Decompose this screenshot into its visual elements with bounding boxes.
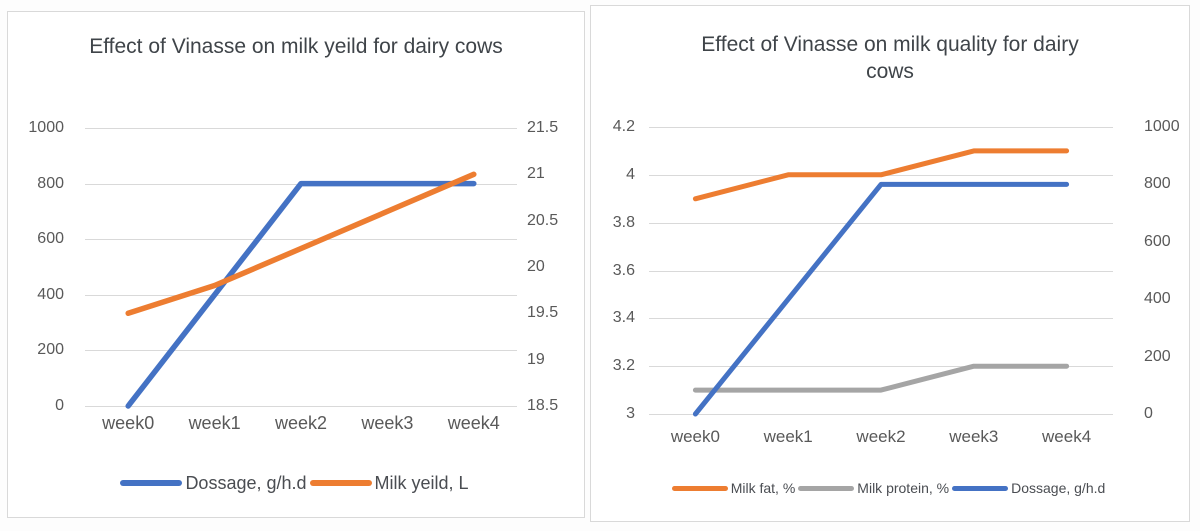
gridline: [649, 366, 1113, 368]
legend-swatch: [952, 485, 1009, 491]
legend-swatch: [798, 485, 855, 491]
y-axis-tick-left: 600: [37, 230, 64, 248]
gridline: [649, 270, 1113, 272]
milk-yield-chart-title: Effect of Vinasse on milk yeild for dair…: [89, 35, 503, 58]
y-axis-tick-left: 400: [37, 285, 64, 303]
y-axis-tick-left: 800: [37, 174, 64, 192]
gridline: [649, 222, 1113, 224]
y-axis-tick-right: 19: [527, 350, 545, 368]
y-axis-tick-right: 800: [1144, 175, 1171, 193]
series-line-dossage-g-h-d: [692, 181, 1070, 417]
y-axis-tick-right: 19.5: [527, 304, 559, 322]
x-axis-tick: week4: [447, 413, 500, 433]
y-axis-tick-right: 20: [527, 258, 545, 275]
y-axis-tick-right: 21.5: [527, 119, 559, 136]
legend-label: Milk yeild, L: [374, 472, 469, 493]
gridline: [649, 318, 1113, 320]
y-axis-tick-right: 600: [1144, 232, 1171, 250]
y-axis-tick-left: 0: [55, 397, 64, 414]
y-axis-tick-left: 1000: [28, 119, 64, 136]
y-axis-tick-left: 3.6: [612, 261, 635, 279]
milk-quality-chart-panel: Effect of Vinasse on milk quality for da…: [590, 5, 1190, 522]
gridline: [85, 128, 517, 129]
y-axis-tick-right: 200: [1144, 347, 1171, 365]
x-axis-tick: week3: [361, 413, 414, 433]
y-axis-tick-right: 1000: [1144, 118, 1180, 135]
y-axis-tick-right: 21: [527, 165, 545, 183]
x-axis-tick: week2: [274, 413, 327, 433]
y-axis-tick-left: 4: [626, 165, 635, 183]
x-axis-tick: week4: [1042, 427, 1092, 446]
series-line-dossage-g-h-d: [125, 180, 477, 409]
milk-yield-chart-legend: Dossage, g/h.d Milk yeild, L: [8, 470, 584, 496]
x-axis-tick: week0: [102, 413, 155, 433]
y-axis-tick-left: 3.2: [612, 357, 635, 375]
milk-quality-plot-area: 4.2 4 3.8 3.6 3.4 3.2 3 1000 800 600 400 200 0 week0 w…: [591, 6, 1189, 521]
legend-label: Milk fat, %: [730, 480, 796, 496]
y-axis-tick-right: 18.5: [527, 397, 559, 414]
legend-label: Dossage, g/h.d: [1011, 480, 1106, 496]
y-axis-tick-left: 3.4: [612, 309, 635, 327]
gridline: [649, 414, 1113, 415]
gridline: [85, 350, 517, 352]
x-axis-tick: week3: [949, 427, 999, 446]
gridline: [649, 127, 1113, 128]
y-axis-tick-right: 400: [1144, 290, 1171, 308]
series-line-milk-yeild-l: [125, 171, 477, 317]
series-lines: [692, 148, 1070, 417]
milk-quality-chart-title: Effect of Vinasse on milk quality for da…: [701, 33, 1079, 83]
x-axis-tick: week1: [188, 413, 241, 433]
series-line-milk-fat: [692, 148, 1070, 202]
milk-yield-chart-panel: Effect of Vinasse on milk yeild for dair…: [7, 11, 585, 518]
x-axis-tick: week1: [763, 427, 813, 446]
series-lines: [125, 171, 477, 409]
series-line-milk-protein: [692, 363, 1070, 393]
x-axis-tick: week0: [670, 427, 720, 446]
y-axis-tick-left: 3: [626, 405, 635, 422]
gridline: [85, 239, 517, 241]
y-axis-tick-right: 20.5: [527, 211, 559, 229]
milk-yield-plot-area: 1000 800 600 400 200 0 21.5 21 20.5 20 19.5 19 18.5 w…: [8, 12, 584, 517]
gridline: [85, 294, 517, 296]
y-axis-tick-right: 0: [1144, 405, 1153, 422]
y-axis-tick-left: 3.8: [612, 213, 635, 231]
legend-swatch: [671, 485, 728, 491]
legend-label: Milk protein, %: [857, 480, 950, 496]
legend-label: Dossage, g/h.d: [185, 472, 307, 493]
x-axis-tick: week2: [856, 427, 906, 446]
milk-quality-chart-legend: Milk fat, % Milk protein, % Dossage, g/h.d: [591, 477, 1189, 499]
legend-swatch: [120, 480, 183, 486]
y-axis-tick-left: 4.2: [612, 118, 635, 135]
y-axis-tick-left: 200: [37, 341, 64, 359]
gridline: [85, 406, 517, 407]
legend-swatch: [309, 480, 372, 486]
